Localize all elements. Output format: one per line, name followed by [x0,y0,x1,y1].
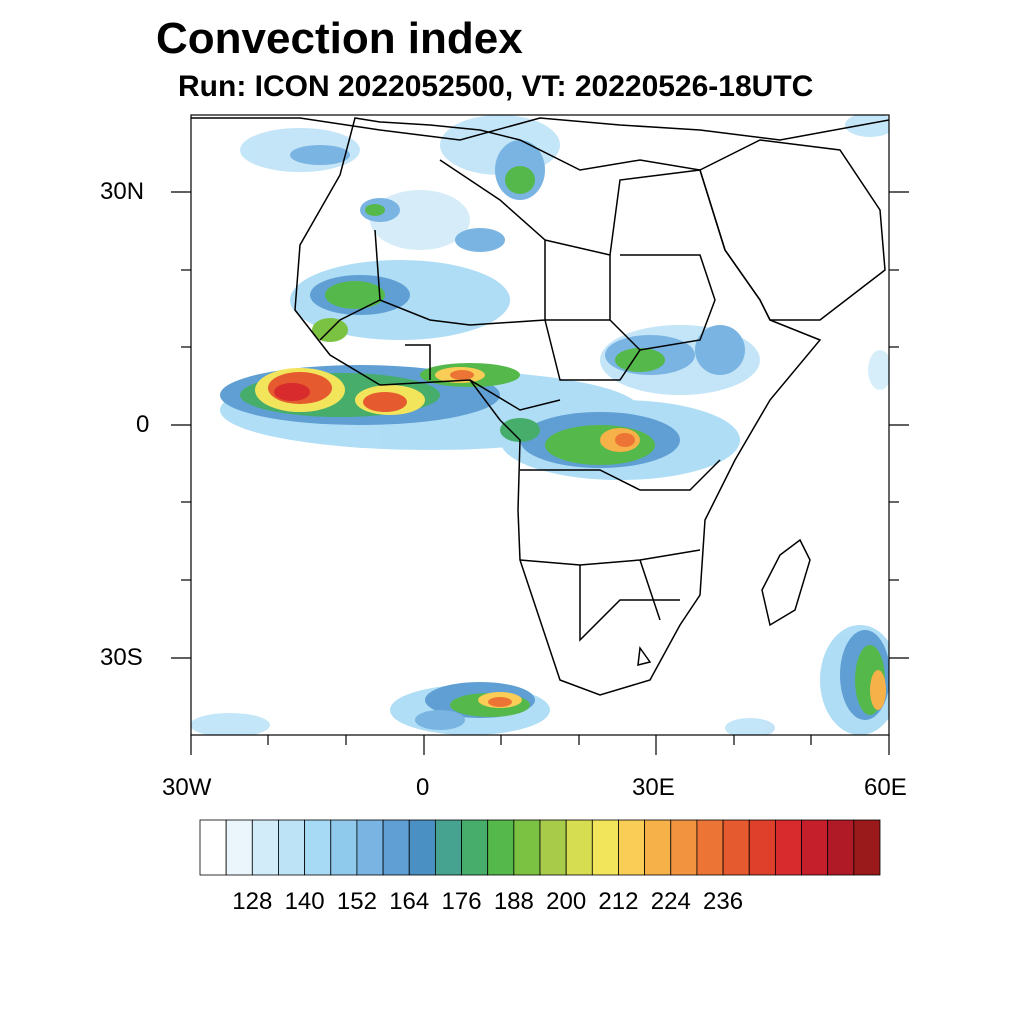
colorbar-box [330,819,358,876]
colorbar-tick-label: 200 [546,888,587,915]
lon-label-30e: 30E [632,774,675,801]
colorbar-tick-label: 176 [441,888,482,915]
colorbar-box [278,819,306,876]
colorbar-box [487,819,515,876]
colorbar-box [382,819,410,876]
colorbar-box [356,819,384,876]
colorbar-box [827,819,855,876]
chart-subtitle: Run: ICON 2022052500, VT: 20220526-18UTC [178,70,814,103]
colorbar-box [722,819,750,876]
colorbar-box [225,819,253,876]
colorbar-box [461,819,489,876]
colorbar-box [748,819,776,876]
chart-title: Convection index [156,14,523,63]
colorbar-box [853,819,881,876]
lon-label-0: 0 [416,774,430,801]
colorbar-box [434,819,462,876]
lon-label-60e: 60E [864,774,907,801]
colorbar-box [513,819,541,876]
colorbar-box [539,819,567,876]
colorbar-tick-label: 188 [493,888,534,915]
colorbar-tick-label: 236 [703,888,744,915]
colorbar-tick-label: 212 [598,888,639,915]
colorbar-box [618,819,646,876]
colorbar [199,819,881,876]
lat-label-30n: 30N [100,178,145,205]
coastlines [191,117,889,696]
lat-label-0: 0 [136,411,150,438]
colorbar-tick-label: 128 [232,888,273,915]
colorbar-box [774,819,802,876]
colorbar-box [591,819,619,876]
colorbar-box [696,819,724,876]
colorbar-tick-label: 164 [389,888,430,915]
colorbar-box [199,819,227,876]
colorbar-box [304,819,332,876]
colorbar-tick-label: 224 [650,888,691,915]
colorbar-tick-label: 140 [284,888,325,915]
colorbar-tick-label: 152 [336,888,377,915]
lat-label-30s: 30S [100,644,143,671]
colorbar-box [408,819,436,876]
colorbar-box [670,819,698,876]
colorbar-box [801,819,829,876]
lon-label-30w: 30W [162,774,212,801]
field-max-values [268,370,635,707]
colorbar-box [565,819,593,876]
convection-field [191,115,889,735]
colorbar-box [251,819,279,876]
colorbar-box [644,819,672,876]
axis-ticks [171,191,909,755]
